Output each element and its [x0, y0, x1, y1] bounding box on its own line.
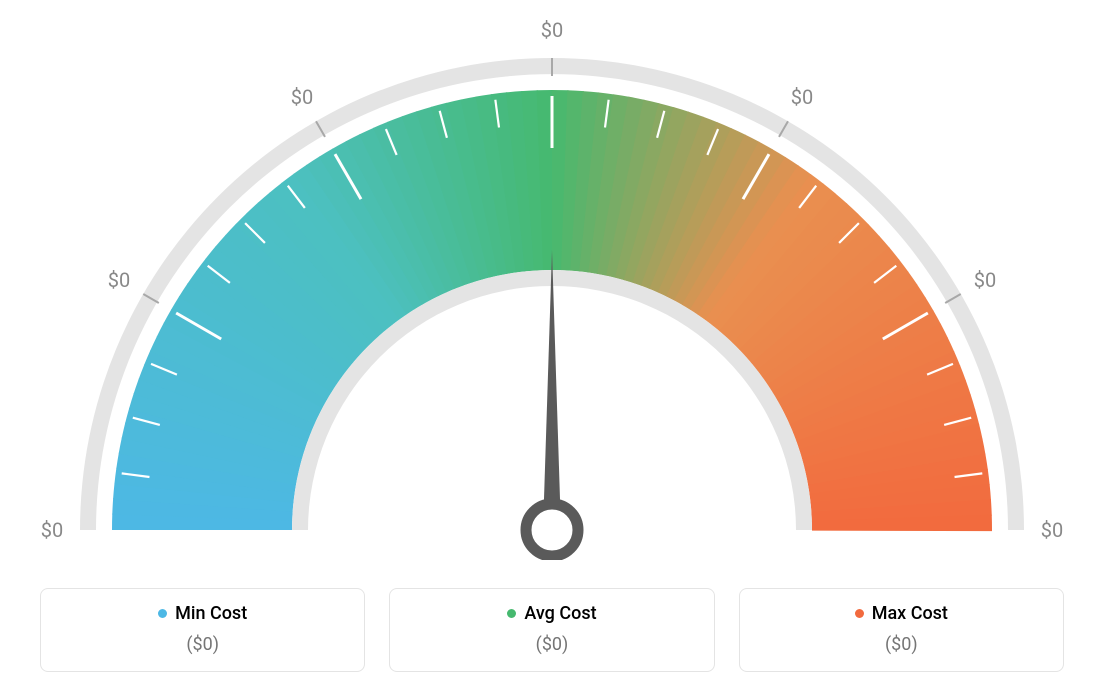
gauge-tick-label: $0: [1041, 518, 1063, 542]
gauge-tick-label: $0: [974, 268, 996, 292]
legend-label: Max Cost: [872, 603, 948, 624]
gauge-tick-label: $0: [791, 85, 813, 109]
legend-title-min: Min Cost: [158, 603, 247, 624]
legend-title-avg: Avg Cost: [507, 603, 596, 624]
gauge-chart: $0 $0 $0 $0 $0 $0 $0: [0, 0, 1104, 560]
legend-value-avg: ($0): [400, 634, 703, 655]
legend-row: Min Cost ($0) Avg Cost ($0) Max Cost ($0…: [40, 588, 1064, 672]
legend-card-min: Min Cost ($0): [40, 588, 365, 672]
gauge-tick-label: $0: [541, 18, 563, 42]
gauge-svg: [0, 0, 1104, 560]
dot-icon: [507, 609, 516, 618]
legend-title-max: Max Cost: [855, 603, 948, 624]
legend-value-min: ($0): [51, 634, 354, 655]
legend-value-max: ($0): [750, 634, 1053, 655]
legend-card-avg: Avg Cost ($0): [389, 588, 714, 672]
dot-icon: [855, 609, 864, 618]
gauge-tick-label: $0: [108, 268, 130, 292]
gauge-tick-label: $0: [41, 518, 63, 542]
gauge-tick-label: $0: [291, 85, 313, 109]
legend-label: Avg Cost: [524, 603, 596, 624]
legend-card-max: Max Cost ($0): [739, 588, 1064, 672]
dot-icon: [158, 609, 167, 618]
legend-label: Min Cost: [175, 603, 247, 624]
